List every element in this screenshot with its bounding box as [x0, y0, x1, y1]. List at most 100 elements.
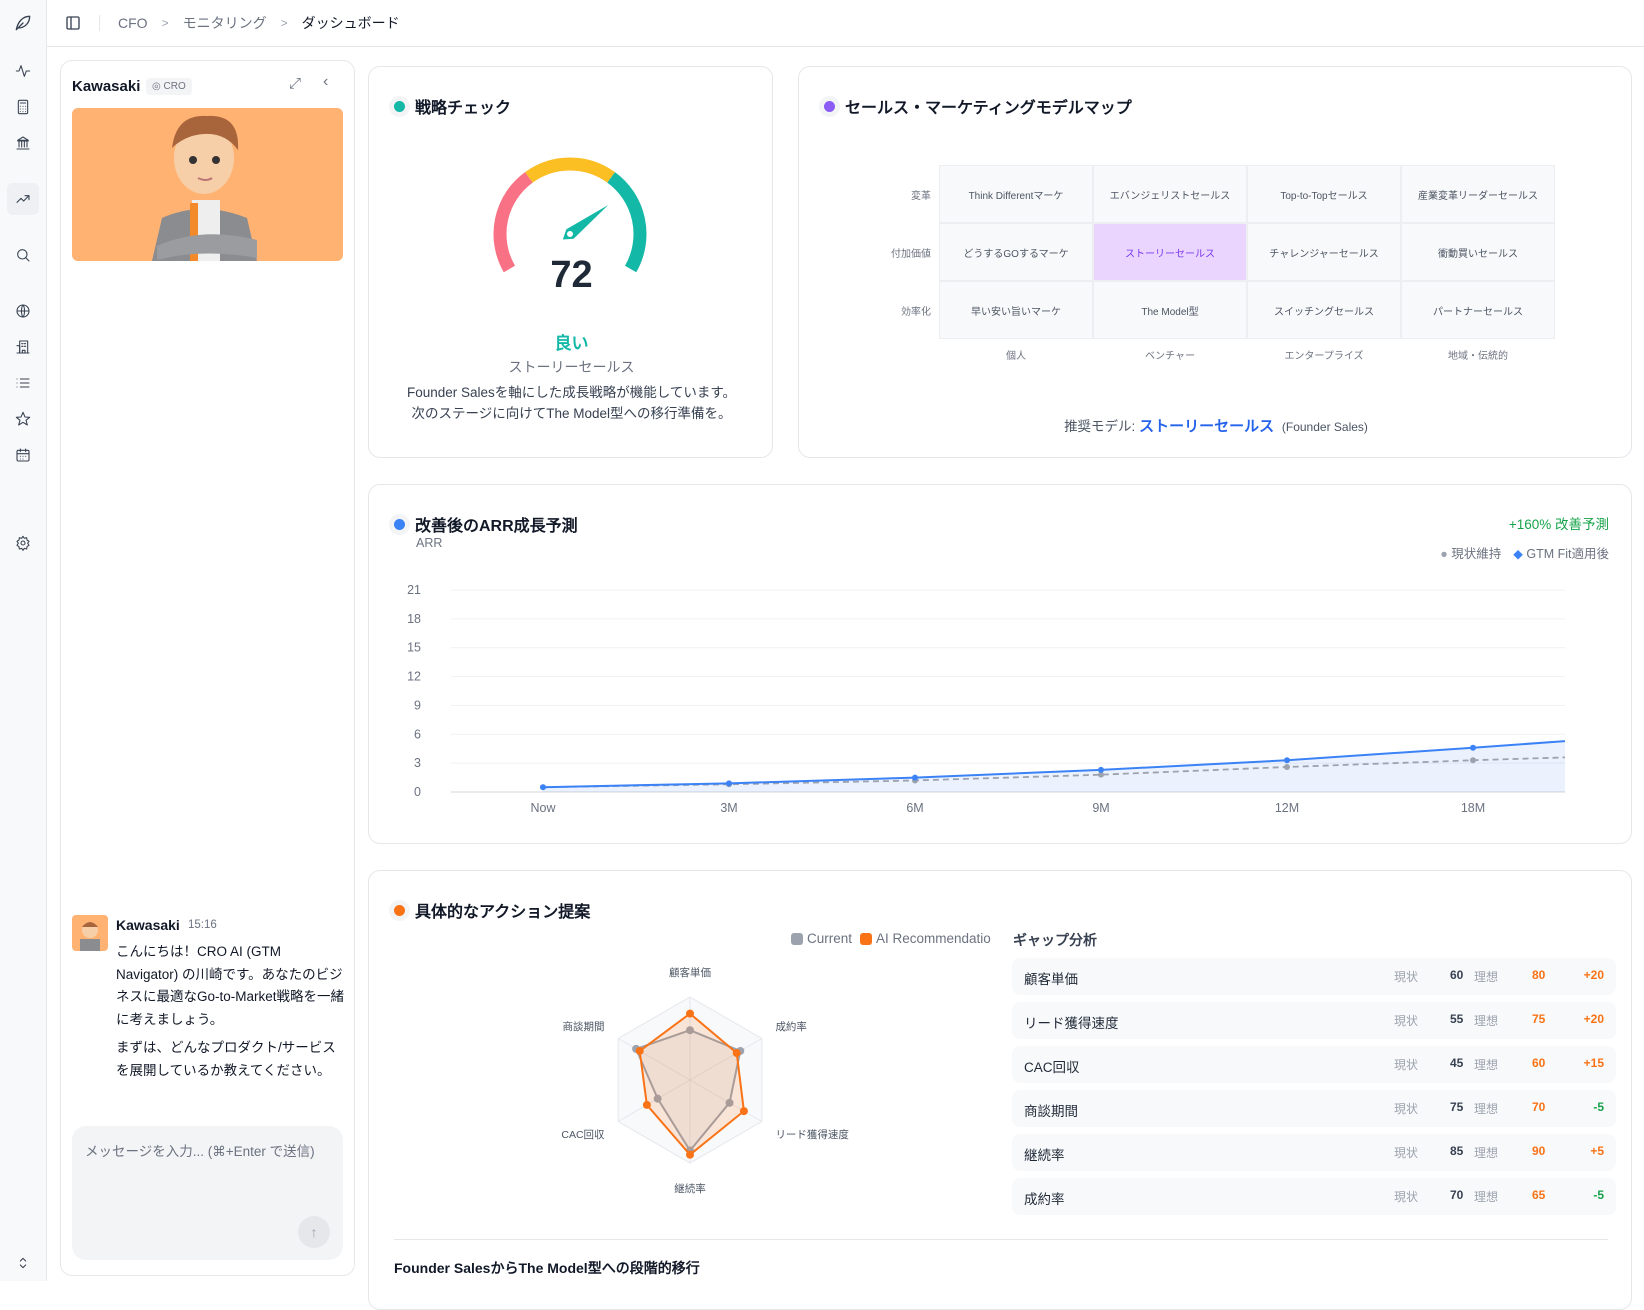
- model-cell[interactable]: 早い安い旨いマーケ: [939, 281, 1093, 339]
- gap-metric-name: CAC回収: [1024, 1060, 1080, 1075]
- arr-title: 改善後のARR成長予測: [394, 512, 578, 536]
- model-cell[interactable]: スイッチングセールス: [1247, 281, 1401, 339]
- data-point[interactable]: [1470, 744, 1476, 751]
- model-cell[interactable]: 産業変革リーダーセールス: [1401, 165, 1555, 223]
- list-icon[interactable]: [11, 371, 35, 395]
- legend-label[interactable]: AI Recommendatio: [876, 931, 991, 946]
- model-cell[interactable]: Think Differentマーケ: [939, 165, 1093, 223]
- legend-label[interactable]: Current: [807, 931, 853, 946]
- breadcrumb-monitoring[interactable]: モニタリング: [182, 15, 267, 31]
- divider: [394, 1239, 1608, 1240]
- model-cell[interactable]: 衝動買いセールス: [1401, 223, 1555, 281]
- data-point[interactable]: [1470, 757, 1476, 764]
- collapse-icon[interactable]: ‹: [323, 73, 329, 90]
- gap-metric-name: リード獲得速度: [1024, 1016, 1119, 1031]
- radar-point[interactable]: [686, 1026, 694, 1035]
- model-cell[interactable]: どうするGOするマーケ: [939, 223, 1093, 281]
- data-point[interactable]: [1098, 766, 1104, 773]
- header: CFO > モニタリング > ダッシュボード: [47, 0, 1644, 47]
- strategy-check-title: 戦略チェック: [394, 94, 511, 118]
- data-point[interactable]: [540, 784, 546, 791]
- bank-icon[interactable]: [11, 131, 35, 155]
- chevron-updown-icon[interactable]: [11, 1251, 35, 1275]
- data-point[interactable]: [1098, 771, 1104, 778]
- radar-point[interactable]: [732, 1049, 741, 1058]
- breadcrumb-cfo[interactable]: CFO: [118, 15, 148, 31]
- gap-row: リード獲得速度 現状 55 理想 75 +20: [1012, 1002, 1616, 1039]
- radar-point[interactable]: [635, 1046, 644, 1055]
- gap-ideal-value: 65: [1532, 1188, 1546, 1202]
- trending-up-icon[interactable]: [7, 183, 39, 215]
- radar-legend: Current AI Recommendatio: [791, 931, 991, 946]
- model-cell[interactable]: チャレンジャーセールス: [1247, 223, 1401, 281]
- message-input[interactable]: メッセージを入力... (⌘+Enter で送信) ↑: [72, 1126, 343, 1260]
- model-cell[interactable]: The Model型: [1093, 281, 1247, 339]
- row-label: 効率化: [901, 307, 931, 318]
- logo-icon[interactable]: [11, 11, 35, 35]
- radar-point[interactable]: [686, 1150, 694, 1159]
- recommended-value[interactable]: ストーリーセールス: [1139, 418, 1275, 435]
- arrow-up-icon: ↑: [310, 1224, 318, 1240]
- star-icon[interactable]: [11, 407, 35, 431]
- legend-marker-icon: [860, 932, 873, 945]
- gap-ideal-label: 理想: [1474, 1190, 1499, 1204]
- expand-icon[interactable]: ⤢: [289, 75, 302, 92]
- calculator-icon[interactable]: [11, 95, 35, 119]
- gap-diff: +20: [1583, 968, 1604, 982]
- status-dot: [394, 904, 405, 916]
- gap-row: 継続率 現状 85 理想 90 +5: [1012, 1134, 1616, 1171]
- radar-point[interactable]: [686, 1009, 694, 1018]
- x-tick-label: 6M: [906, 801, 923, 815]
- column-label: 個人: [1006, 351, 1026, 362]
- data-point[interactable]: [912, 774, 918, 781]
- gap-ideal-value: 90: [1532, 1144, 1546, 1158]
- gauge-segment-mid: [525, 157, 615, 183]
- radar-point[interactable]: [653, 1094, 662, 1103]
- gap-current-label: 現状: [1394, 1058, 1419, 1072]
- x-tick-label: 18M: [1461, 801, 1485, 815]
- chat-sender: Kawasaki: [116, 917, 180, 933]
- send-button[interactable]: ↑: [298, 1216, 330, 1248]
- gap-analysis-title: ギャップ分析: [1013, 932, 1097, 948]
- score-rating: 良い: [554, 334, 589, 353]
- search-icon[interactable]: [11, 243, 35, 267]
- role-badge: ◎ CRO: [146, 78, 192, 95]
- radar-point[interactable]: [642, 1100, 651, 1109]
- model-cell[interactable]: Top-to-Topセールス: [1247, 165, 1401, 223]
- data-point[interactable]: [1284, 757, 1290, 764]
- arr-title-text: 改善後のARR成長予測: [415, 518, 578, 535]
- column-label: エンタープライズ: [1284, 351, 1364, 362]
- data-point[interactable]: [726, 780, 732, 787]
- legend-label: GTM Fit適用後: [1526, 547, 1609, 561]
- model-cell[interactable]: エバンジェリストセールス: [1093, 165, 1247, 223]
- gap-ideal-value: 80: [1532, 968, 1546, 982]
- sidebar-toggle-icon[interactable]: [65, 15, 100, 31]
- model-cell[interactable]: パートナーセールス: [1401, 281, 1555, 339]
- radar-point[interactable]: [739, 1107, 748, 1116]
- settings-icon[interactable]: [11, 531, 35, 555]
- radar-axis-label: CAC回収: [561, 1129, 605, 1141]
- activity-icon[interactable]: [11, 59, 35, 83]
- data-point[interactable]: [1284, 763, 1290, 770]
- model-cell[interactable]: ストーリーセールス: [1093, 223, 1247, 281]
- gap-current-value: 60: [1450, 968, 1464, 982]
- chart-legend: ● 現状維持 ◆ GTM Fit適用後: [1440, 543, 1609, 562]
- building-icon[interactable]: [11, 335, 35, 359]
- status-dot: [394, 518, 405, 530]
- gap-diff: +15: [1583, 1056, 1604, 1070]
- current-model: ストーリーセールス: [508, 359, 635, 375]
- strategy-desc-1: Founder Salesを軸にした成長戦略が機能しています。: [406, 385, 737, 400]
- legend-item[interactable]: ◆ GTM Fit適用後: [1513, 543, 1609, 562]
- gap-ideal-value: 70: [1532, 1100, 1546, 1114]
- globe-icon[interactable]: [11, 299, 35, 323]
- model-map-card: セールス・マーケティングモデルマップ 推奨モデル: ストーリーセールス (Fou…: [798, 66, 1632, 458]
- improvement-badge: +160% 改善予測: [1508, 517, 1609, 532]
- calendar-icon[interactable]: [11, 443, 35, 467]
- radar-point[interactable]: [725, 1098, 734, 1107]
- role-badge-label: CRO: [163, 81, 186, 92]
- legend-item[interactable]: ● 現状維持: [1440, 543, 1501, 562]
- strategy-check-title-text: 戦略チェック: [415, 100, 512, 117]
- chevron-right-icon: >: [280, 16, 288, 30]
- gap-diff: -5: [1593, 1188, 1604, 1202]
